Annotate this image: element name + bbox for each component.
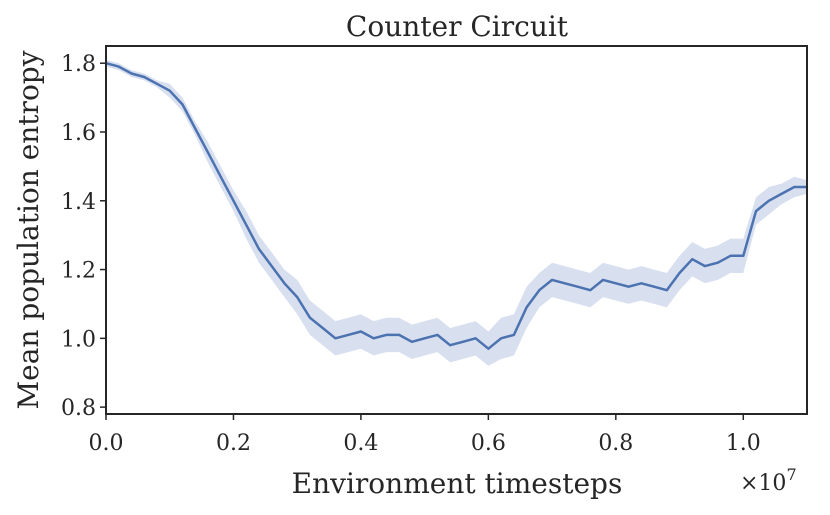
y-axis-ticks: 0.8 1.0 1.2 1.4 1.6 1.8 [61, 52, 106, 421]
data-point [130, 72, 133, 75]
x-tick-label: 0.4 [343, 431, 378, 456]
y-tick-label: 1.8 [61, 52, 96, 77]
series-0-line [105, 61, 807, 350]
x-axis-multiplier-exponent: 7 [786, 465, 796, 484]
confidence-band-layer [106, 59, 807, 366]
data-point [181, 103, 184, 106]
data-point [576, 285, 579, 288]
data-point [398, 333, 401, 336]
data-point [410, 340, 413, 343]
plot-frame [105, 45, 808, 415]
series-0-band [106, 59, 807, 366]
data-point [232, 199, 235, 202]
y-axis-title: Mean population entropy [12, 50, 45, 409]
data-point [308, 316, 311, 319]
chart-title: Counter Circuit [346, 10, 569, 43]
data-point [653, 285, 656, 288]
data-point [156, 82, 158, 85]
x-axis-multiplier: ×107 [740, 465, 797, 496]
data-point [742, 254, 745, 257]
x-tick-label: 0.2 [216, 431, 251, 456]
series-line-layer [105, 61, 808, 350]
data-point [525, 306, 528, 309]
data-point [347, 333, 350, 336]
data-point [449, 344, 452, 347]
data-point [767, 199, 770, 202]
x-tick-label: 0.0 [89, 431, 124, 456]
data-point [436, 333, 439, 336]
data-point [385, 333, 388, 336]
data-point [334, 337, 337, 340]
data-point [474, 337, 477, 340]
x-tick-label: 0.8 [598, 431, 633, 456]
data-point [143, 76, 146, 78]
data-point [283, 282, 286, 285]
data-point [194, 127, 197, 130]
data-point [678, 272, 681, 274]
data-point [665, 289, 668, 292]
y-tick-label: 1.6 [61, 121, 96, 146]
data-point [461, 340, 464, 343]
data-point [321, 327, 324, 329]
data-point [257, 247, 260, 250]
data-point [538, 289, 541, 292]
y-tick-label: 0.8 [61, 396, 96, 421]
y-tick-label: 1.4 [61, 190, 96, 215]
data-point [640, 282, 643, 285]
data-point [755, 210, 757, 213]
data-point [245, 223, 248, 226]
x-axis-multiplier-base: ×10 [740, 471, 786, 496]
data-point [589, 289, 592, 292]
data-point [780, 192, 783, 195]
data-point [168, 89, 171, 92]
data-point [117, 65, 120, 68]
data-point [219, 175, 222, 178]
data-point [704, 265, 706, 268]
data-point [691, 258, 694, 261]
x-axis-title: Environment timesteps [292, 467, 623, 500]
data-point [372, 337, 375, 340]
data-point [423, 337, 426, 340]
data-point [551, 278, 554, 281]
data-point [627, 285, 630, 288]
data-point [359, 330, 362, 333]
x-axis-ticks: 0.0 0.2 0.4 0.6 0.8 1.0 [89, 414, 761, 456]
y-tick-label: 1.0 [61, 327, 96, 352]
data-point [729, 254, 732, 257]
y-tick-label: 1.2 [61, 259, 96, 284]
data-point [270, 265, 273, 268]
data-point [716, 261, 719, 264]
data-point [500, 337, 503, 340]
data-point [793, 186, 796, 188]
data-point [563, 282, 566, 285]
data-point [487, 347, 490, 350]
data-point [602, 278, 605, 281]
x-tick-label: 0.6 [471, 431, 506, 456]
data-point [296, 296, 299, 299]
data-point [614, 282, 617, 285]
data-point [512, 333, 515, 336]
x-tick-label: 1.0 [726, 431, 761, 456]
data-point [207, 151, 209, 154]
